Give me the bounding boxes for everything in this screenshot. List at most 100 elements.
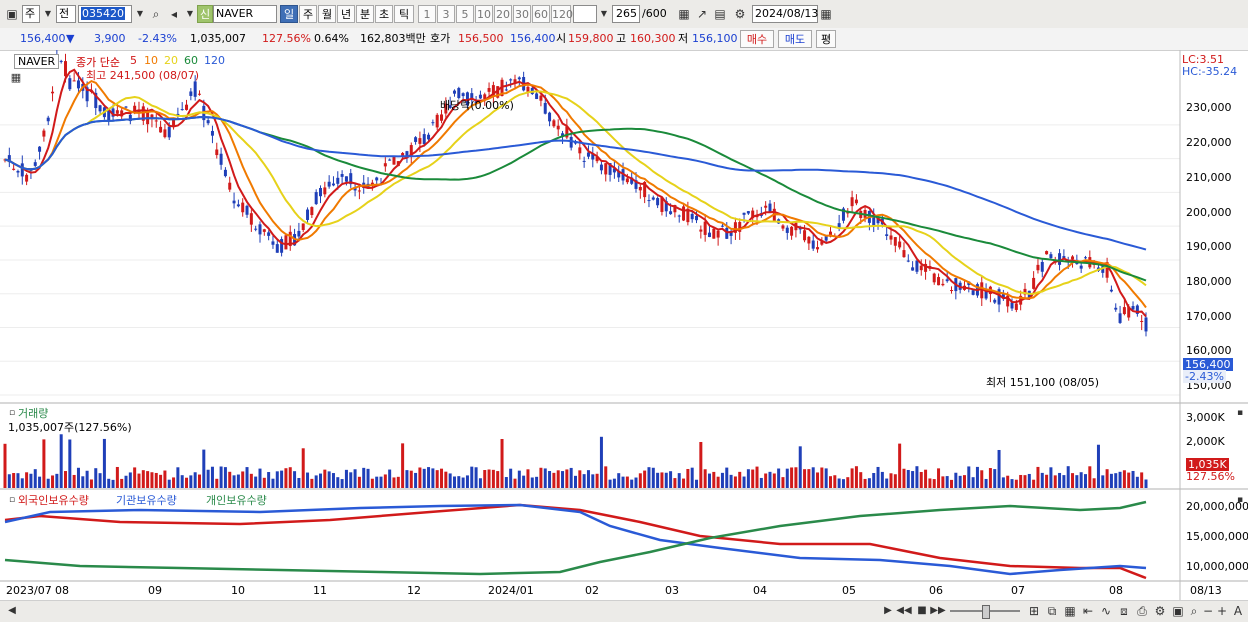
sound-icon[interactable]: ◂ xyxy=(170,7,178,21)
volume-bar xyxy=(64,471,68,488)
new-badge[interactable]: 신 xyxy=(197,5,213,23)
candle-body xyxy=(206,120,210,124)
price-chart-area[interactable] xyxy=(0,50,1248,600)
interval-10-button[interactable]: 10 xyxy=(475,5,493,23)
sell-button[interactable]: 매도 xyxy=(778,30,812,48)
ma-period-20[interactable]: 20 xyxy=(164,54,178,67)
institution-holding-line xyxy=(4,503,1147,576)
plus-icon[interactable]: + xyxy=(1216,604,1228,618)
tf-tick-button[interactable]: 틱 xyxy=(394,5,414,23)
layout-icon[interactable]: ▦ xyxy=(678,7,690,21)
copy-icon[interactable]: ⧉ xyxy=(1047,604,1057,618)
volume-title[interactable]: 거래량 xyxy=(18,407,49,420)
minus-icon[interactable]: − xyxy=(1202,604,1214,618)
volume-bar xyxy=(7,474,11,488)
ruler-icon[interactable]: ⇤ xyxy=(1082,604,1094,618)
zoom-out-icon[interactable]: ⌕ xyxy=(1190,604,1198,618)
candle-body xyxy=(660,197,664,212)
scroll-left-icon[interactable]: ◀ xyxy=(8,605,16,616)
interval-3-button[interactable]: 3 xyxy=(437,5,455,23)
institution-holding-title[interactable]: 기관보유수량 xyxy=(116,494,177,507)
volume-bar xyxy=(401,443,405,488)
down-arrow-icon: ▼ xyxy=(66,32,75,45)
period-prefix-select[interactable]: 주 xyxy=(22,5,40,23)
stock-name-field[interactable]: NAVER xyxy=(213,5,277,23)
draw-line-icon[interactable]: ↗ xyxy=(696,7,708,21)
chevron-down-icon[interactable]: ▼ xyxy=(136,9,144,18)
eval-button[interactable]: 평 xyxy=(816,30,836,48)
scroll-right-icon[interactable]: ▶ xyxy=(884,605,892,616)
zoom-slider-thumb[interactable] xyxy=(982,605,990,619)
date-input[interactable]: 2024/08/13 xyxy=(752,5,818,23)
chevron-down-icon[interactable]: ▼ xyxy=(600,9,608,18)
volume-bar xyxy=(314,475,318,488)
volume-bar xyxy=(1101,475,1105,488)
candle-body xyxy=(107,108,111,121)
ma-period-10[interactable]: 10 xyxy=(144,54,158,67)
panel-toggle-icon[interactable]: ▫ xyxy=(8,495,16,505)
rewind-icon[interactable]: ◀◀ xyxy=(896,605,912,616)
interval-120-button[interactable]: 120 xyxy=(551,5,573,23)
volume-bar xyxy=(803,469,807,488)
stock-code-input[interactable]: 035420 xyxy=(78,5,132,23)
interval-1-button[interactable]: 1 xyxy=(418,5,436,23)
tf-week-button[interactable]: 주 xyxy=(299,5,317,23)
image-icon[interactable]: ▣ xyxy=(1172,604,1184,618)
individual-holding-title[interactable]: 개인보유수량 xyxy=(206,494,267,507)
print-icon[interactable]: ⎙ xyxy=(1137,604,1147,618)
foreign-holding-title[interactable]: 외국인보유수량 xyxy=(18,494,89,507)
interval-20-button[interactable]: 20 xyxy=(494,5,512,23)
chevron-down-icon[interactable]: ▼ xyxy=(186,9,194,18)
ma-period-120[interactable]: 120 xyxy=(204,54,225,67)
buy-button[interactable]: 매수 xyxy=(740,30,774,48)
font-size-icon[interactable]: A xyxy=(1233,604,1243,618)
indicator-icon[interactable]: ∿ xyxy=(1100,604,1112,618)
ask-price-1: 156,500 xyxy=(458,32,504,45)
grid-icon[interactable]: ▦ xyxy=(1064,604,1076,618)
fast-forward-icon[interactable]: ▶▶ xyxy=(930,605,946,616)
interval-30-button[interactable]: 30 xyxy=(513,5,531,23)
candle-body xyxy=(911,267,915,271)
ma-period-60[interactable]: 60 xyxy=(184,54,198,67)
candle-body xyxy=(29,169,33,171)
volume-bar xyxy=(863,478,867,488)
stop-icon[interactable]: ■ xyxy=(917,605,927,616)
volume-bar xyxy=(1023,475,1027,488)
layers-icon[interactable]: ⧈ xyxy=(1120,604,1128,618)
volume-bar xyxy=(859,472,863,488)
interval-60-button[interactable]: 60 xyxy=(532,5,550,23)
panel-close-icon[interactable]: ▪ xyxy=(1236,495,1244,505)
candle-body xyxy=(535,93,539,100)
chevron-down-icon[interactable]: ▼ xyxy=(44,9,52,18)
volume-bar xyxy=(189,475,193,488)
bar-count-input[interactable]: 265 xyxy=(612,5,640,23)
tf-year-button[interactable]: 년 xyxy=(337,5,355,23)
window-menu-icon[interactable]: ▣ xyxy=(6,7,18,21)
volume-bar xyxy=(167,479,171,488)
volume-bar xyxy=(513,478,517,488)
last-volume-pct: 127.56% xyxy=(1186,470,1235,483)
gear-icon[interactable]: ⚙ xyxy=(734,7,746,21)
interval-5-button[interactable]: 5 xyxy=(456,5,474,23)
save-icon[interactable]: ▤ xyxy=(714,7,726,21)
tf-minute-button[interactable]: 분 xyxy=(356,5,374,23)
tf-second-button[interactable]: 초 xyxy=(375,5,393,23)
volume-bar xyxy=(1088,466,1092,488)
settings-icon[interactable]: ⚙ xyxy=(1154,604,1166,618)
ma-title[interactable]: 종가 단순 xyxy=(76,56,120,69)
prev-button[interactable]: 전 xyxy=(56,5,76,23)
panel-close-icon[interactable]: ▪ xyxy=(1236,408,1244,418)
search-icon[interactable]: ⌕ xyxy=(152,7,160,21)
tf-month-button[interactable]: 월 xyxy=(318,5,336,23)
ma-period-5[interactable]: 5 xyxy=(130,54,137,67)
volume-bar xyxy=(42,439,46,488)
stock-name-tag[interactable]: NAVER xyxy=(14,54,60,69)
panel-toggle-icon[interactable]: ▫ xyxy=(8,408,16,418)
panel-separator xyxy=(0,488,1248,490)
table-icon[interactable]: ▦ xyxy=(10,71,22,84)
candle-body xyxy=(612,168,616,173)
calendar-icon[interactable]: ▦ xyxy=(820,7,832,21)
tf-day-button[interactable]: 일 xyxy=(280,5,298,23)
crosshair-icon[interactable]: ⊞ xyxy=(1028,604,1040,618)
custom-interval-input[interactable] xyxy=(573,5,597,23)
